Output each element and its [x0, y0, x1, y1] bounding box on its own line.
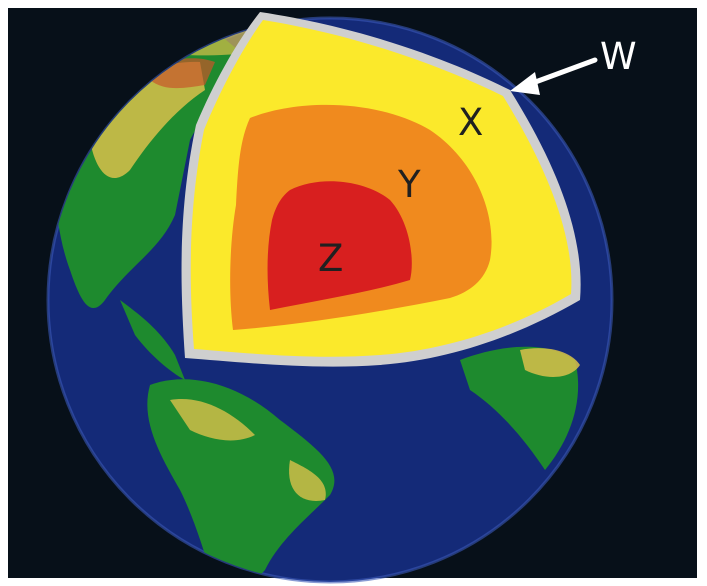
landmass-sahara: [520, 348, 580, 377]
arrow-w-head: [510, 72, 540, 95]
landmass-andes: [170, 399, 255, 441]
layer-z: [267, 181, 412, 310]
landmass-mountains: [150, 58, 215, 89]
label-z: Z: [318, 237, 344, 280]
continent-africa: [460, 346, 579, 470]
arrow-w-shaft: [527, 57, 598, 87]
globe-rim: [46, 16, 614, 584]
landmass-plateau: [289, 460, 326, 501]
label-y: Y: [398, 163, 421, 206]
label-w: W: [600, 35, 637, 78]
label-x: X: [458, 101, 484, 144]
continent-central-america: [120, 300, 185, 380]
